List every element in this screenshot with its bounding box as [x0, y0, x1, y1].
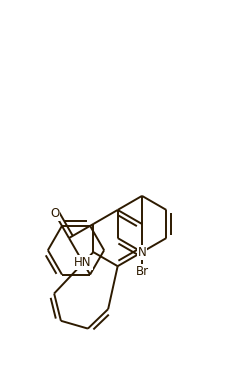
Text: O: O	[50, 207, 59, 220]
Text: Br: Br	[136, 265, 148, 278]
Text: HN: HN	[74, 256, 92, 269]
Text: N: N	[138, 246, 146, 259]
